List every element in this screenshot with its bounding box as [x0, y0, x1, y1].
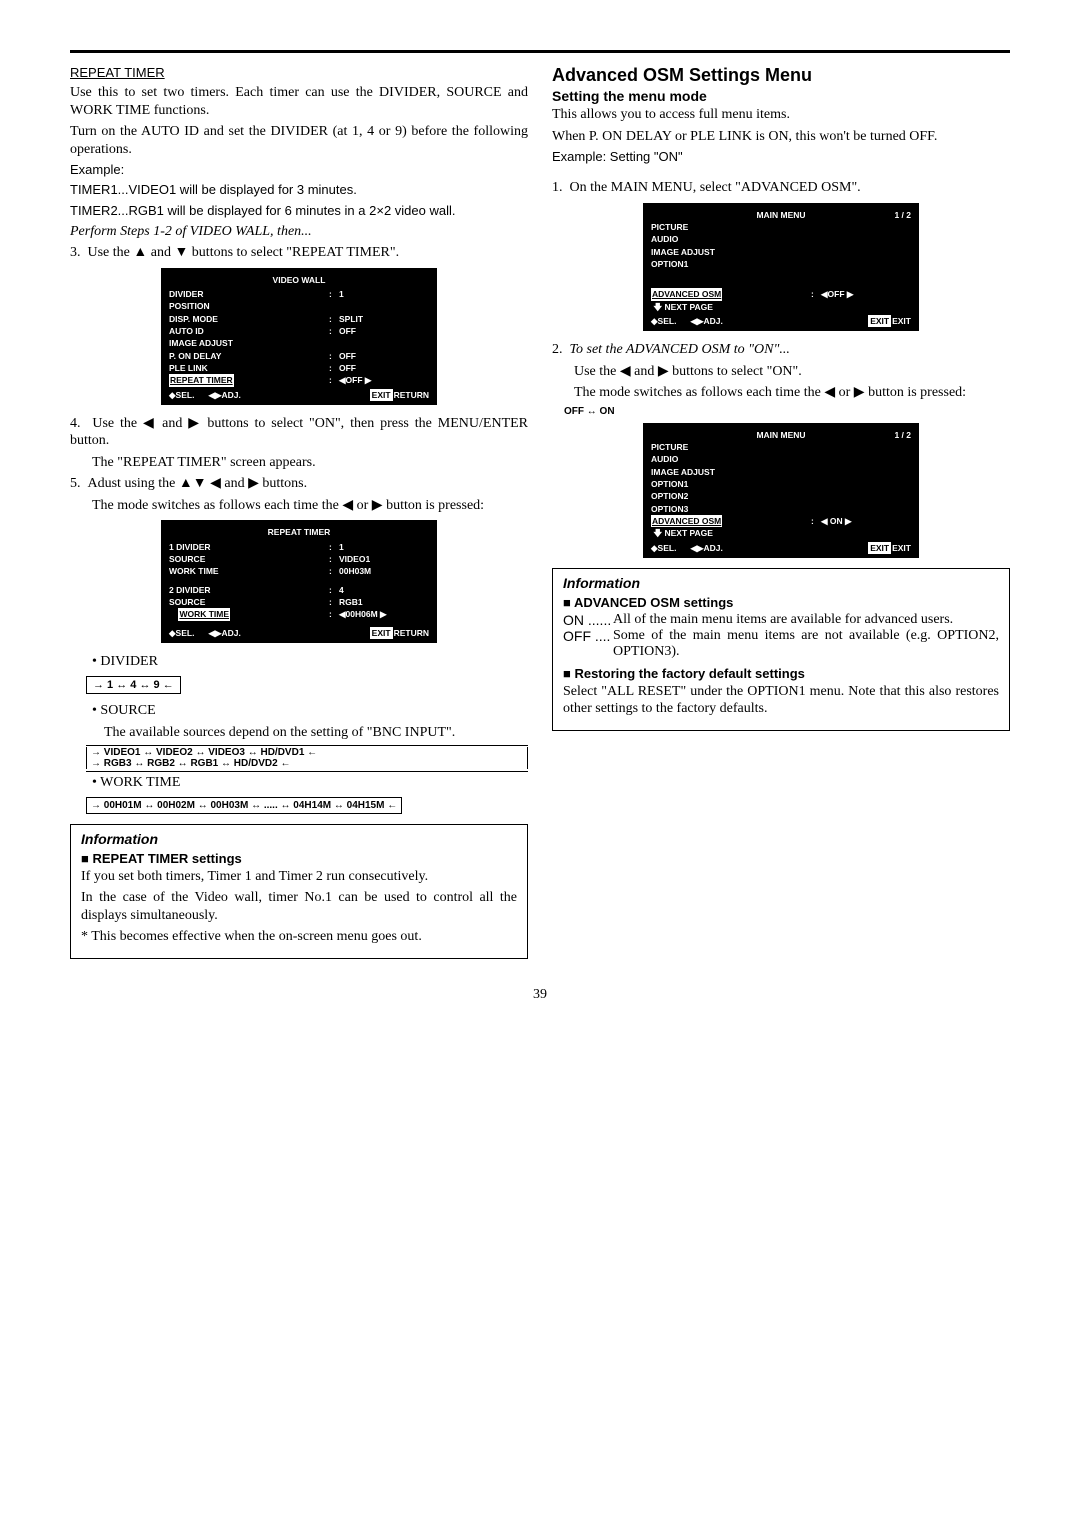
step: 5. Adust using the ▲▼ ◀ and ▶ buttons.	[70, 475, 528, 493]
sequence-box: → 1 ↔ 4 ↔ 9 ←	[86, 676, 181, 694]
info-heading: Information	[563, 575, 999, 591]
osd-row: PICTURE	[651, 441, 911, 453]
osd-title-row: MAIN MENU1 / 2	[651, 429, 911, 441]
step: 3. Use the ▲ and ▼ buttons to select "RE…	[70, 244, 528, 262]
step: 2. To set the ADVANCED OSM to "ON"...	[552, 341, 1010, 359]
perform-steps: Perform Steps 1-2 of VIDEO WALL, then...	[70, 223, 528, 241]
osd-footer: ◆SEL. ◀▶ADJ. EXITEXIT	[651, 542, 911, 554]
osd-row: 🡇 NEXT PAGE	[651, 527, 911, 539]
paragraph: In the case of the Video wall, timer No.…	[81, 889, 517, 924]
section-heading: Advanced OSM Settings Menu	[552, 65, 1010, 86]
information-box: Information ■ REPEAT TIMER settings If y…	[70, 824, 528, 959]
osd-row: OPTION3	[651, 503, 911, 515]
osd-main-menu-off: MAIN MENU1 / 2 PICTURE AUDIO IMAGE ADJUS…	[643, 203, 919, 332]
osd-footer: ◆SEL. ◀▶ADJ. EXITRETURN	[169, 389, 429, 401]
osd-row-highlight: ADVANCED OSM:◀ ON ▶	[651, 515, 911, 527]
osd-video-wall: VIDEO WALL DIVIDER:1 POSITION DISP. MODE…	[161, 268, 437, 405]
sequence-line: → RGB3 ↔ RGB2 ↔ RGB1 ↔ HD/DVD2 ←	[91, 758, 523, 769]
right-column: Advanced OSM Settings Menu Setting the m…	[552, 65, 1010, 959]
info-subheading: ■ REPEAT TIMER settings	[81, 851, 517, 866]
paragraph: Use this to set two timers. Each timer c…	[70, 84, 528, 119]
info-heading: Information	[81, 831, 517, 847]
osd-row: IMAGE ADJUST	[651, 246, 911, 258]
step: 1. On the MAIN MENU, select "ADVANCED OS…	[552, 179, 1010, 197]
osd-row: 2 DIVIDER:4	[169, 584, 429, 596]
paragraph: Select "ALL RESET" under the OPTION1 men…	[563, 683, 999, 718]
bullet-heading: • SOURCE	[70, 702, 528, 720]
osd-row: DISP. MODE:SPLIT	[169, 313, 429, 325]
osd-row: AUDIO	[651, 233, 911, 245]
paragraph: If you set both timers, Timer 1 and Time…	[81, 868, 517, 886]
osd-row: 🡇 NEXT PAGE	[651, 301, 911, 313]
osd-row-highlight: WORK TIME:◀00H06M ▶	[169, 608, 429, 620]
paragraph: * This becomes effective when the on-scr…	[81, 928, 517, 946]
setting-on: ON ......All of the main menu items are …	[563, 612, 999, 628]
info-subheading: ■ ADVANCED OSM settings	[563, 595, 999, 610]
osd-row: OPTION1	[651, 258, 911, 270]
osd-row: WORK TIME:00H03M	[169, 565, 429, 577]
on-off-toggle-text: OFF ↔ ON	[564, 406, 1010, 417]
osd-row: P. ON DELAY:OFF	[169, 350, 429, 362]
example-label: Example: Setting "ON"	[552, 149, 1010, 165]
osd-main-menu-on: MAIN MENU1 / 2 PICTURE AUDIO IMAGE ADJUS…	[643, 423, 919, 558]
top-rule	[70, 50, 1010, 53]
osd-row: PICTURE	[651, 221, 911, 233]
section-heading: REPEAT TIMER	[70, 65, 165, 80]
osd-row: IMAGE ADJUST	[169, 337, 429, 349]
osd-row: AUDIO	[651, 453, 911, 465]
osd-row-highlight: REPEAT TIMER:◀OFF ▶	[169, 374, 429, 386]
example-label: Example:	[70, 162, 528, 178]
bullet-heading: • WORK TIME	[70, 774, 528, 792]
osd-repeat-timer: REPEAT TIMER 1 DIVIDER:1 SOURCE:VIDEO1 W…	[161, 520, 437, 643]
step: 4. Use the ◀ and ▶ buttons to select "ON…	[70, 415, 528, 450]
example-line: TIMER1...VIDEO1 will be displayed for 3 …	[70, 182, 528, 198]
osd-row: POSITION	[169, 300, 429, 312]
osd-footer: ◆SEL. ◀▶ADJ. EXITRETURN	[169, 627, 429, 639]
osd-row: PLE LINK:OFF	[169, 362, 429, 374]
setting-off: OFF ....Some of the main menu items are …	[563, 628, 999, 660]
columns: REPEAT TIMER Use this to set two timers.…	[70, 65, 1010, 959]
paragraph: The "REPEAT TIMER" screen appears.	[70, 454, 528, 472]
page-number: 39	[70, 987, 1010, 1003]
information-box: Information ■ ADVANCED OSM settings ON .…	[552, 568, 1010, 731]
section-subheading: Setting the menu mode	[552, 88, 1010, 104]
info-subheading: ■ Restoring the factory default settings	[563, 666, 999, 681]
left-column: REPEAT TIMER Use this to set two timers.…	[70, 65, 528, 959]
osd-title: REPEAT TIMER	[169, 526, 429, 538]
bullet-heading: • DIVIDER	[70, 653, 528, 671]
osd-title: VIDEO WALL	[169, 274, 429, 286]
osd-row: 1 DIVIDER:1	[169, 541, 429, 553]
osd-row: OPTION2	[651, 490, 911, 502]
osd-row-highlight: ADVANCED OSM:◀OFF ▶	[651, 288, 911, 300]
example-line: TIMER2...RGB1 will be displayed for 6 mi…	[70, 203, 528, 219]
sequence-group: → VIDEO1 ↔ VIDEO2 ↔ VIDEO3 ↔ HD/DVD1 ← →…	[86, 745, 528, 772]
osd-row: OPTION1	[651, 478, 911, 490]
paragraph: Use the ◀ and ▶ buttons to select "ON".	[552, 363, 1010, 381]
paragraph: This allows you to access full menu item…	[552, 106, 1010, 124]
osd-row: SOURCE:RGB1	[169, 596, 429, 608]
osd-footer: ◆SEL. ◀▶ADJ. EXITEXIT	[651, 315, 911, 327]
sequence-box: → 00H01M ↔ 00H02M ↔ 00H03M ↔ ..... ↔ 04H…	[86, 797, 402, 814]
paragraph: When P. ON DELAY or PLE LINK is ON, this…	[552, 128, 1010, 146]
sequence-line: → VIDEO1 ↔ VIDEO2 ↔ VIDEO3 ↔ HD/DVD1 ←	[91, 747, 523, 758]
paragraph: Turn on the AUTO ID and set the DIVIDER …	[70, 123, 528, 158]
osd-title-row: MAIN MENU1 / 2	[651, 209, 911, 221]
page: REPEAT TIMER Use this to set two timers.…	[0, 0, 1080, 1033]
osd-row: AUTO ID:OFF	[169, 325, 429, 337]
paragraph: The mode switches as follows each time t…	[552, 384, 1010, 402]
osd-row: IMAGE ADJUST	[651, 466, 911, 478]
paragraph: The available sources depend on the sett…	[70, 724, 528, 742]
osd-row: DIVIDER:1	[169, 288, 429, 300]
osd-row: SOURCE:VIDEO1	[169, 553, 429, 565]
paragraph: The mode switches as follows each time t…	[70, 497, 528, 515]
